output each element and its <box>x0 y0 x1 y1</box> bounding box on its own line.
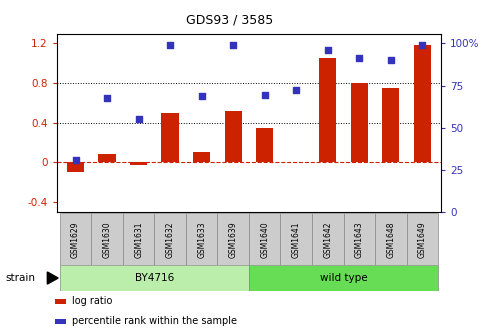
Bar <box>414 45 431 162</box>
Bar <box>224 111 242 162</box>
Point <box>135 116 142 121</box>
Bar <box>60 213 91 265</box>
Text: BY4716: BY4716 <box>135 273 174 283</box>
Point <box>198 93 206 99</box>
Text: GSM1640: GSM1640 <box>260 221 269 258</box>
Bar <box>193 152 211 162</box>
Bar <box>256 128 274 162</box>
Text: GSM1630: GSM1630 <box>103 221 111 258</box>
Bar <box>312 213 344 265</box>
Text: GSM1632: GSM1632 <box>166 221 175 258</box>
Bar <box>67 162 84 172</box>
Bar <box>162 113 179 162</box>
Text: GSM1631: GSM1631 <box>134 221 143 258</box>
Bar <box>249 265 438 291</box>
Bar <box>351 83 368 162</box>
Text: GSM1641: GSM1641 <box>292 221 301 258</box>
Text: GSM1642: GSM1642 <box>323 221 332 258</box>
Point <box>324 48 332 53</box>
Bar <box>123 213 154 265</box>
Polygon shape <box>47 272 58 284</box>
Text: percentile rank within the sample: percentile rank within the sample <box>72 317 237 326</box>
Text: GSM1649: GSM1649 <box>418 221 427 258</box>
Bar <box>344 213 375 265</box>
Bar <box>60 265 249 291</box>
Text: GSM1633: GSM1633 <box>197 221 206 258</box>
Bar <box>249 213 281 265</box>
Point <box>261 92 269 98</box>
Point <box>229 43 237 48</box>
Text: log ratio: log ratio <box>72 296 112 306</box>
Bar <box>407 213 438 265</box>
Bar <box>186 213 217 265</box>
Text: GSM1643: GSM1643 <box>355 221 364 258</box>
Bar <box>281 213 312 265</box>
Point <box>166 43 174 48</box>
Text: strain: strain <box>5 273 35 283</box>
Bar <box>319 58 336 162</box>
Bar <box>217 213 249 265</box>
Point <box>419 43 426 48</box>
Text: wild type: wild type <box>320 273 367 283</box>
Bar <box>154 213 186 265</box>
Bar <box>375 213 407 265</box>
Point <box>355 56 363 61</box>
Point <box>103 95 111 100</box>
Point <box>71 158 79 163</box>
Point <box>292 87 300 93</box>
Bar <box>55 299 66 304</box>
Bar <box>91 213 123 265</box>
Bar <box>130 162 147 165</box>
Text: GSM1639: GSM1639 <box>229 221 238 258</box>
Text: GSM1629: GSM1629 <box>71 221 80 258</box>
Bar <box>99 154 116 162</box>
Bar <box>55 319 66 324</box>
Text: GDS93 / 3585: GDS93 / 3585 <box>186 13 273 27</box>
Bar <box>382 88 399 162</box>
Text: GSM1648: GSM1648 <box>387 221 395 258</box>
Point <box>387 57 395 63</box>
